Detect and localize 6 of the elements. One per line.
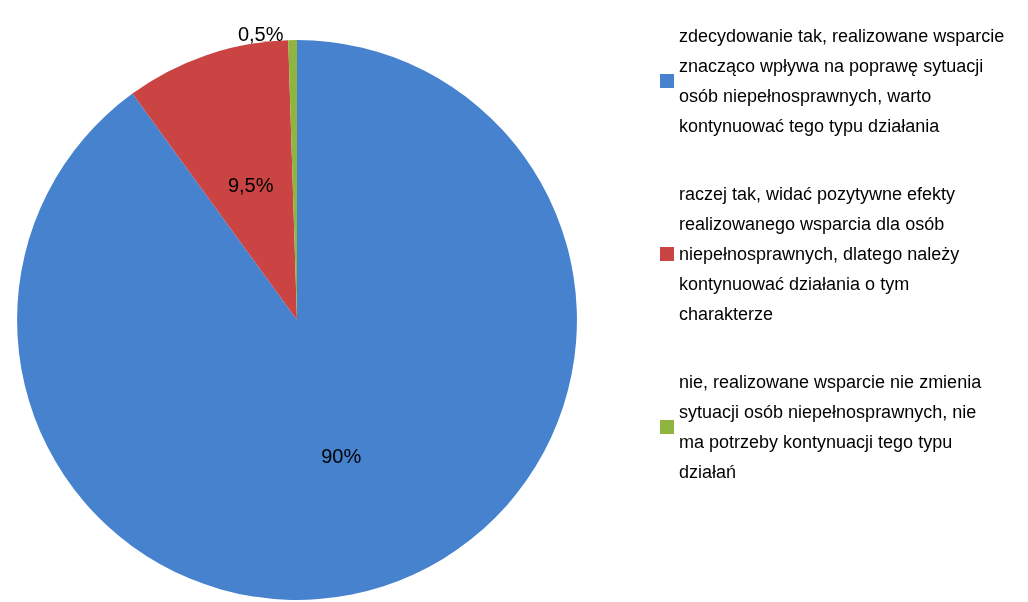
data-label: 9,5% <box>227 173 274 196</box>
legend-label: zdecydowanie tak, realizowane wsparcie znacząco wpływa na poprawę sytuacji osób niepełnosprawnych, warto kontynuować tego typu działania <box>679 26 1010 136</box>
legend-label: raczej tak, widać pozytywne efekty realizowanego wsparcia dla osób niepełnosprawnych, dlatego należy kontynuować działania o tym charakterze <box>679 184 965 324</box>
data-label: 0,5% <box>237 23 284 46</box>
data-label: 90% <box>321 444 362 467</box>
legend-label: nie, realizowane wsparcie nie zmienia sytuacji osób niepełnosprawnych, nie ma potrzeby kontynuacji tego typu działań <box>679 372 987 482</box>
